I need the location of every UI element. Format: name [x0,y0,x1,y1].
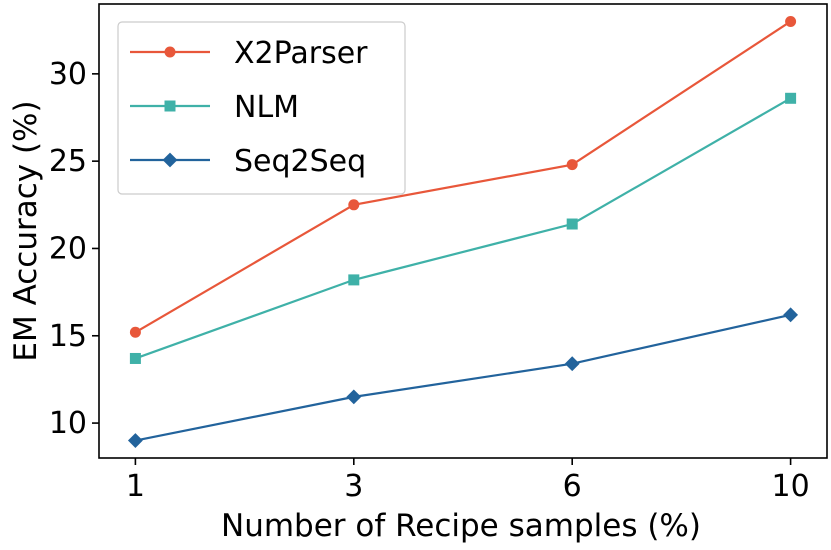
data-point [129,326,141,338]
axes-layer: 1 3 6 10 10 15 20 25 30 [49,57,810,504]
legend-marker [164,100,176,112]
plot-frame [98,3,828,459]
y-tick-label: 30 [49,57,87,92]
y-tick-label: 20 [49,231,87,266]
series-seq2seq [127,307,799,448]
y-tick-label: 10 [49,406,87,441]
legend: X2Parser NLM Seq2Seq [117,21,406,195]
series-line [135,313,791,442]
data-point [566,218,578,230]
legend-item: Seq2Seq [130,144,366,179]
data-point [127,433,143,448]
legend-label: NLM [234,90,299,125]
series-line [135,97,792,360]
series-nlm [129,92,797,364]
x-tick-label: 3 [344,469,363,504]
series-layer [127,15,799,448]
data-point [785,15,797,27]
data-point [564,356,580,372]
y-tick-label: 15 [49,319,87,354]
data-point [129,352,141,364]
series-x2parser [129,15,797,338]
legend-marker [162,152,178,168]
series-line [134,20,792,334]
data-point [783,307,799,323]
legend-item: X2Parser [130,36,368,71]
x-tick-label: 10 [772,469,810,504]
legend-label: X2Parser [234,36,368,71]
legend-box [117,21,406,195]
x-axis-title: Number of Recipe samples (%) [221,508,701,544]
data-point [785,92,797,104]
data-point [566,159,578,171]
x-tick-label: 1 [126,469,145,504]
y-tick-label: 25 [49,144,87,179]
data-point [348,199,360,211]
data-point [348,274,360,286]
legend-item: NLM [130,90,299,125]
data-point [346,389,362,405]
legend-marker [164,46,176,58]
x-tick-label: 6 [563,469,582,504]
legend-label: Seq2Seq [234,144,366,179]
y-axis-title: EM Accuracy (%) [8,100,44,361]
